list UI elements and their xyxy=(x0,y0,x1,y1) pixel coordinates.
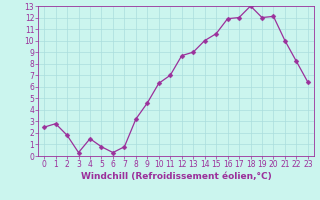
X-axis label: Windchill (Refroidissement éolien,°C): Windchill (Refroidissement éolien,°C) xyxy=(81,172,271,181)
